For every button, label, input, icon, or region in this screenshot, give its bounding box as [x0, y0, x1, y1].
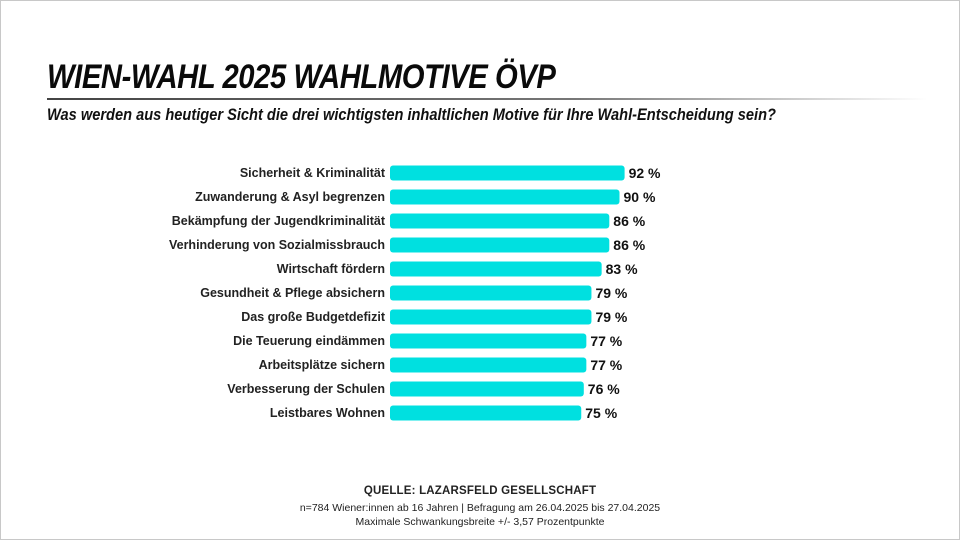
bar	[390, 285, 592, 301]
value-label: 86 %	[613, 237, 645, 253]
category-label: Bekämpfung der Jugendkriminalität	[172, 214, 386, 228]
value-label: 76 %	[588, 381, 620, 397]
bar	[390, 237, 610, 253]
category-label: Sicherheit & Kriminalität	[240, 166, 386, 180]
value-label: 83 %	[606, 261, 638, 277]
value-label: 79 %	[595, 285, 627, 301]
value-label: 90 %	[624, 189, 656, 205]
value-label: 75 %	[585, 405, 617, 421]
category-label: Das große Budgetdefizit	[241, 310, 386, 324]
source-label: QUELLE: LAZARSFELD GESELLSCHAFT	[363, 485, 597, 497]
category-label: Arbeitsplätze sichern	[259, 358, 385, 372]
title-divider	[47, 98, 927, 100]
category-label: Leistbares Wohnen	[270, 406, 385, 420]
bar	[390, 213, 610, 229]
bar	[390, 261, 602, 277]
bar	[390, 165, 625, 181]
category-label: Verbesserung der Schulen	[227, 382, 385, 396]
category-label: Wirtschaft fördern	[277, 262, 385, 276]
value-label: 77 %	[590, 357, 622, 373]
sample-note: n=784 Wiener:innen ab 16 Jahren | Befrag…	[299, 502, 661, 514]
value-label: 79 %	[595, 309, 627, 325]
chart-title: WIEN-WAHL 2025 WAHLMOTIVE ÖVP	[47, 58, 556, 96]
bar-chart: Sicherheit & Kriminalität 92 % Zuwanderung…	[169, 165, 661, 421]
chart-subtitle: Was werden aus heutiger Sicht die drei w…	[47, 105, 776, 124]
category-label: Verhinderung von Sozialmissbrauch	[169, 238, 385, 252]
bar	[390, 381, 584, 397]
bar	[390, 357, 587, 373]
bar	[390, 333, 587, 349]
value-label: 77 %	[590, 333, 622, 349]
value-label: 86 %	[613, 213, 645, 229]
category-label: Die Teuerung eindämmen	[233, 334, 385, 348]
category-label: Gesundheit & Pflege absichern	[200, 286, 385, 300]
bar	[390, 189, 620, 205]
bar	[390, 309, 592, 325]
value-label: 92 %	[629, 165, 661, 181]
margin-note: Maximale Schwankungsbreite +/- 3,57 Proz…	[355, 516, 605, 528]
bar	[390, 405, 582, 421]
category-label: Zuwanderung & Asyl begrenzen	[195, 190, 385, 204]
